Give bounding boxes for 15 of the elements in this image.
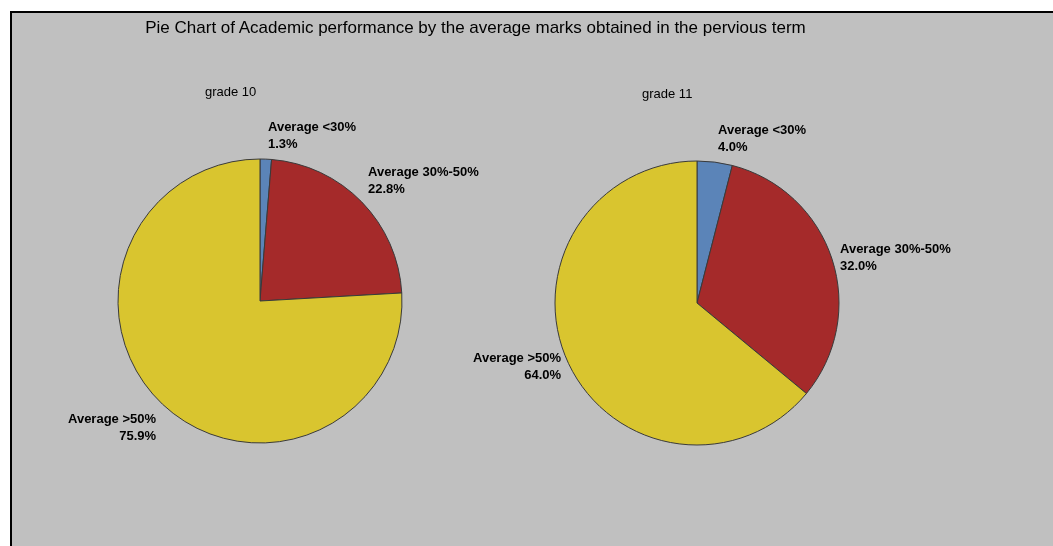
category-label: Average 30%-50% — [840, 241, 951, 256]
data-label: 32.0% — [840, 257, 878, 273]
data-label: 4.0% — [718, 138, 749, 154]
data-label: 22.8% — [368, 180, 406, 196]
slice-label: Average >50% — [68, 411, 157, 426]
slice-label: grade 11 — [642, 86, 693, 101]
data-label: 75.9% — [119, 427, 157, 443]
data-label: 64.0% — [524, 366, 562, 382]
slice-label: Average <30% — [268, 119, 357, 134]
data-label: 1.3% — [268, 135, 299, 151]
chart-title: Pie Chart of Academic performance by the average marks obtained in the pervious term — [145, 17, 806, 37]
slice-label: Average 30%-50% — [368, 164, 480, 179]
category-label: Average <30% — [718, 122, 807, 137]
slice-label: Average >50% — [473, 350, 562, 365]
slice-label: grade 10 — [205, 84, 257, 99]
